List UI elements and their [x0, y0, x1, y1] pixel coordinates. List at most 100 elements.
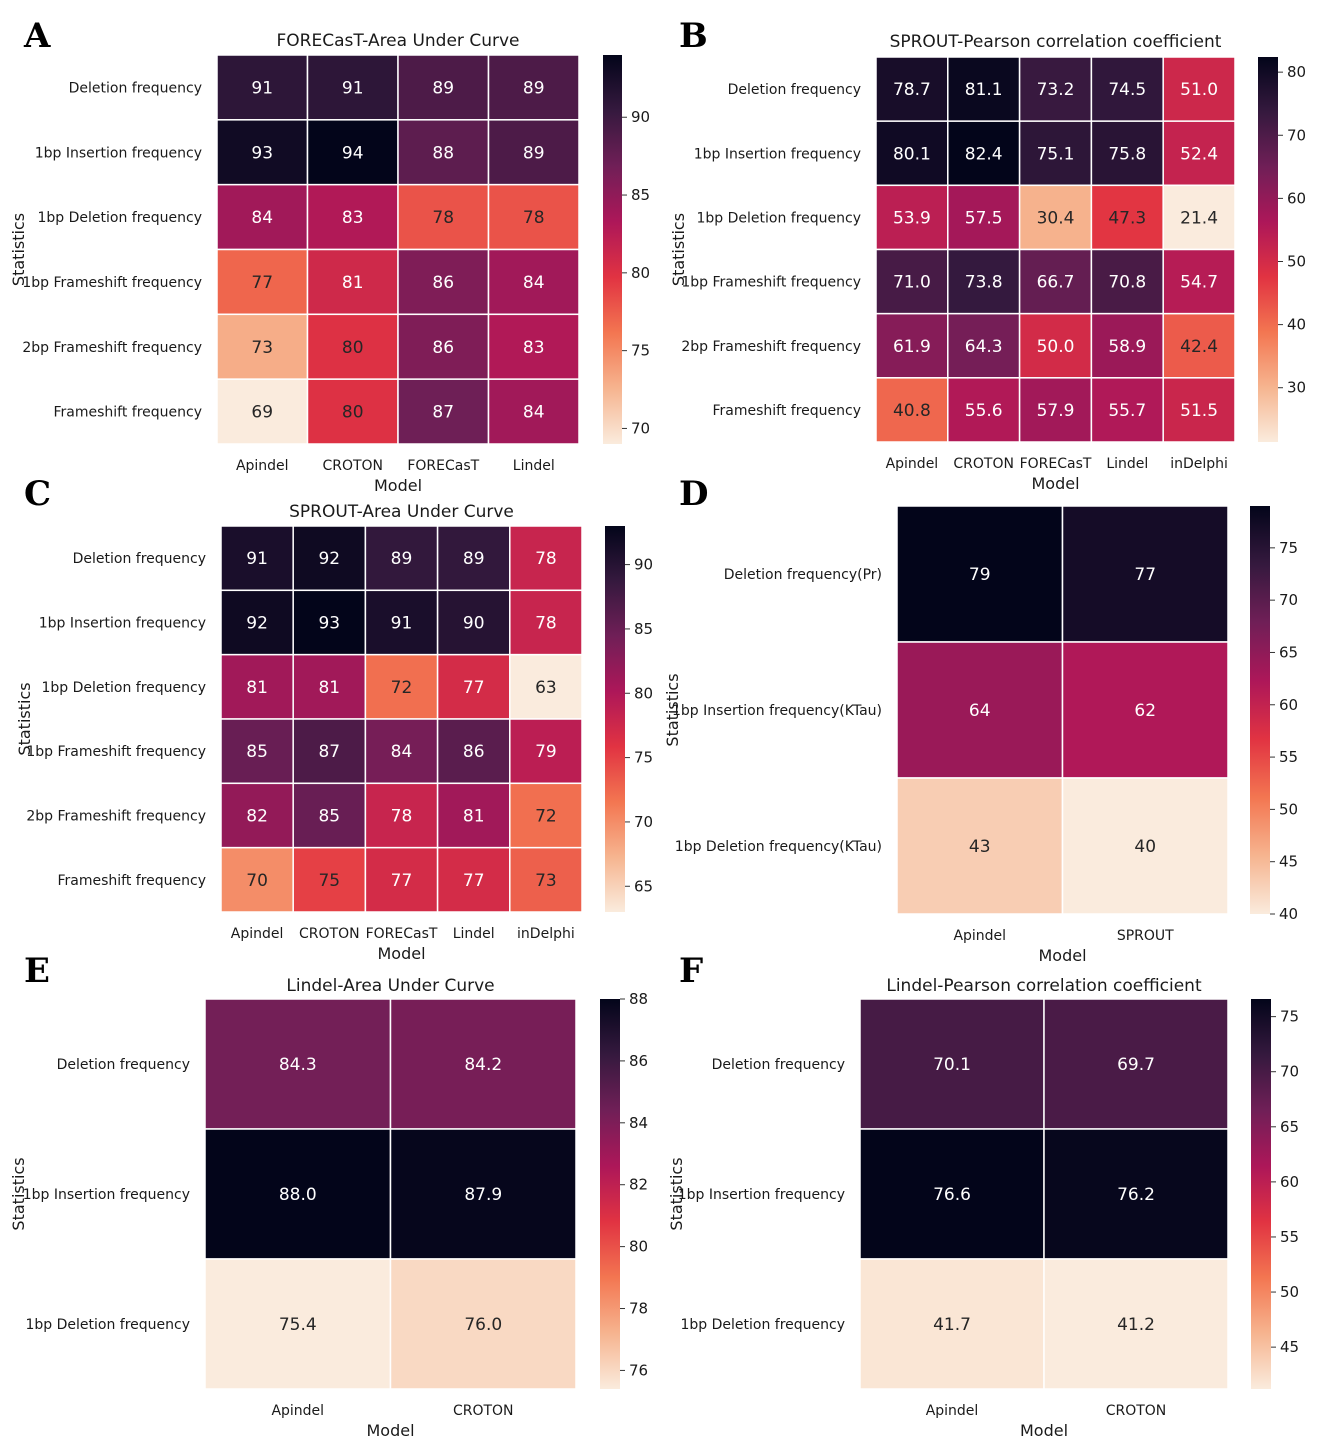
- panel-d: D 79 77 64 62 43 40 Deletion frequency(Pr) 1bp I…: [663, 474, 1298, 965]
- column-label: CROTON: [953, 456, 1014, 472]
- colorbar-tick-label: 82: [629, 1176, 648, 1194]
- colorbar-tick-label: 55: [1279, 748, 1298, 766]
- colorbar-tick-label: 65: [1280, 1118, 1299, 1136]
- colorbar: [605, 526, 625, 912]
- cell-label: 78: [535, 549, 557, 569]
- cell-label: 52.4: [1180, 144, 1218, 164]
- cell-label: 76.2: [1117, 1185, 1155, 1205]
- panel-a: A FORECasT-Area Under Curve 91 91 89 89 93 94 88…: [9, 16, 650, 495]
- heatmap-cell: [220, 525, 294, 592]
- heatmap-cell: [306, 183, 399, 251]
- heatmap-cell: [397, 313, 490, 380]
- heatmap-cell: [306, 119, 399, 186]
- heatmap-cell: [1162, 120, 1236, 187]
- heatmap-cell: [436, 525, 511, 592]
- cell-label: 41.2: [1117, 1315, 1155, 1335]
- cell-label: 40: [1134, 837, 1156, 857]
- colorbar-tick-label: 76: [629, 1361, 648, 1379]
- cell-label: 63: [535, 678, 557, 698]
- heatmap-cell: [875, 56, 949, 122]
- heatmap-cell: [859, 1258, 1045, 1390]
- cell-label: 41.7: [933, 1315, 971, 1335]
- column-label: inDelphi: [517, 926, 575, 942]
- colorbar-tick-label: 75: [631, 342, 650, 360]
- heatmap-cell: [389, 998, 577, 1130]
- heatmap-cell: [509, 782, 583, 849]
- cell-label: 51.0: [1180, 80, 1218, 100]
- colorbar-tick-label: 90: [631, 108, 650, 126]
- cell-label: 70.1: [933, 1055, 971, 1075]
- cell-label: 81.1: [965, 80, 1003, 100]
- panel-f: F Lindel-Pearson correlation coefficient 7…: [667, 951, 1299, 1440]
- cell-label: 86: [463, 742, 485, 762]
- heatmap-cell: [216, 378, 309, 445]
- cell-label: 89: [463, 549, 485, 569]
- chart-title: Lindel-Area Under Curve: [286, 976, 494, 996]
- cell-label: 78: [523, 208, 545, 228]
- row-label: 2bp Frameshift frequency: [26, 809, 206, 825]
- cell-label: 89: [523, 143, 545, 163]
- heatmap-cell: [397, 54, 490, 121]
- colorbar-tick-label: 60: [1279, 696, 1298, 714]
- colorbar-tick-label: 75: [1280, 1008, 1299, 1026]
- cell-label: 87.9: [464, 1185, 502, 1205]
- cell-label: 89: [523, 78, 545, 98]
- colorbar-tick-label: 80: [629, 1238, 648, 1256]
- heatmap-cell: [1162, 184, 1236, 251]
- heatmap-cell: [220, 718, 294, 785]
- cell-label: 42.4: [1180, 337, 1218, 357]
- panel-e: E Lindel-Area Under Curve 84.3 84.2 88.0 87.9…: [9, 951, 648, 1440]
- heatmap-cell: [487, 119, 580, 186]
- cell-label: 75.8: [1108, 144, 1146, 164]
- heatmap-cell: [509, 525, 583, 592]
- colorbar-tick-label: 65: [1279, 643, 1298, 661]
- colorbar-tick-label: 70: [1287, 126, 1306, 144]
- cell-label: 79: [969, 565, 991, 585]
- row-label: Deletion frequency: [57, 1057, 190, 1073]
- colorbar-tick-label: 45: [1279, 853, 1298, 871]
- panel-letter: A: [23, 16, 51, 56]
- x-axis-label: Model: [1031, 474, 1079, 493]
- cell-label: 81: [318, 678, 340, 698]
- heatmap-cell: [1090, 56, 1164, 122]
- heatmap-cell: [509, 589, 583, 656]
- heatmap-cell: [364, 782, 439, 849]
- cell-label: 75.1: [1037, 144, 1075, 164]
- colorbar-tick-label: 65: [634, 877, 653, 895]
- cell-label: 73: [535, 871, 557, 891]
- cell-label: 88.0: [279, 1185, 317, 1205]
- cell-label: 57.9: [1037, 401, 1075, 421]
- cell-label: 81: [246, 678, 268, 698]
- heatmap-cell: [220, 846, 294, 913]
- heatmap-cell: [875, 377, 949, 443]
- heatmap-cell: [364, 589, 439, 656]
- cell-label: 75: [318, 871, 340, 891]
- cell-label: 78.7: [893, 80, 931, 100]
- cell-label: 93: [251, 143, 273, 163]
- cell-label: 80: [342, 338, 364, 358]
- colorbar: [600, 999, 620, 1389]
- row-label: 1bp Frameshift frequency: [26, 744, 206, 760]
- cell-label: 70.8: [1108, 273, 1146, 293]
- cell-label: 84.2: [464, 1055, 502, 1075]
- cell-label: 94: [342, 143, 364, 163]
- panel-letter: E: [24, 951, 50, 991]
- cell-label: 21.4: [1180, 208, 1218, 228]
- cell-label: 74.5: [1108, 80, 1146, 100]
- cell-label: 84: [523, 403, 545, 423]
- heatmap-cell: [1018, 377, 1093, 443]
- cell-label: 92: [246, 614, 268, 634]
- cell-label: 87: [318, 742, 340, 762]
- heatmap-cell: [1162, 56, 1236, 122]
- heatmap-cell: [1061, 641, 1229, 779]
- heatmap-cell: [487, 248, 580, 316]
- cell-label: 62: [1134, 701, 1156, 721]
- cell-label: 84: [251, 208, 273, 228]
- column-label: inDelphi: [1170, 456, 1228, 472]
- colorbar: [603, 55, 622, 444]
- colorbar-tick-label: 78: [629, 1300, 648, 1318]
- column-label: Lindel: [453, 926, 495, 942]
- cell-label: 73.8: [965, 273, 1003, 293]
- cell-label: 79: [535, 742, 557, 762]
- heatmap-cell: [204, 998, 392, 1130]
